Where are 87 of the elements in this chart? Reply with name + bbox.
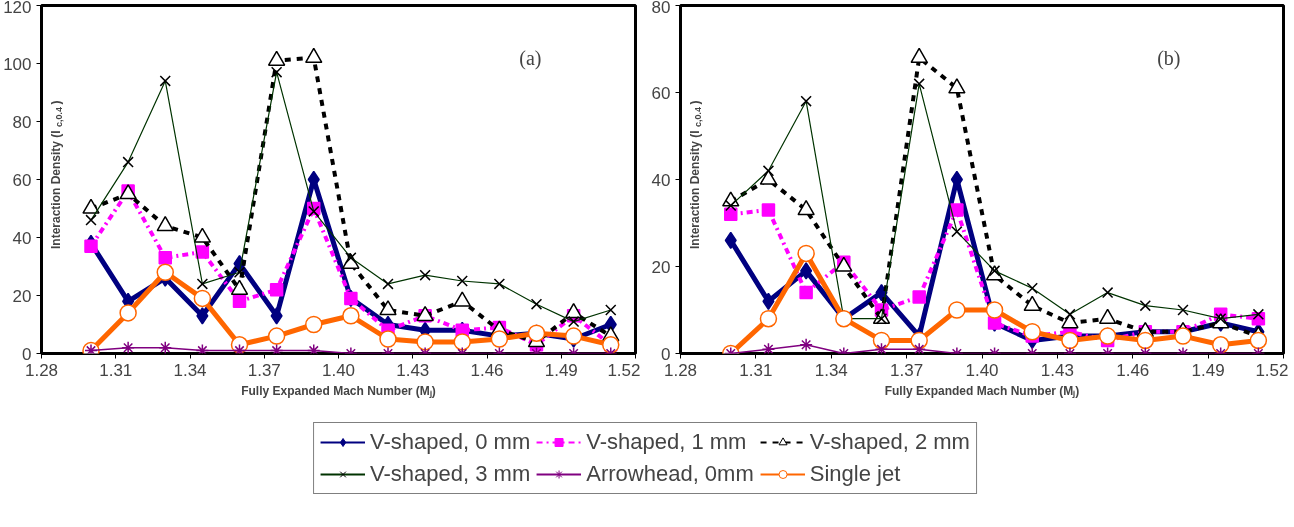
point [453, 291, 471, 307]
x-tick-label: 1.34 [173, 360, 207, 380]
x-tick-label: 1.49 [544, 360, 578, 380]
legend-label: V-shaped, 0 mm [370, 428, 531, 455]
point [1174, 327, 1192, 345]
y-tick-label: 20 [651, 257, 671, 277]
x-axis-title: Fully Expanded Mach Number (Mⱼ) [884, 383, 1080, 399]
point [379, 330, 397, 348]
point [797, 244, 815, 263]
point [379, 300, 397, 316]
x-tick-label: 1.31 [739, 360, 773, 380]
point [1061, 331, 1079, 350]
point [305, 315, 323, 334]
y-tick-label: 100 [3, 54, 32, 74]
point [195, 245, 210, 259]
point [232, 294, 247, 309]
point [1249, 331, 1268, 350]
point [912, 290, 926, 304]
y-tick-label: 120 [3, 0, 32, 17]
legend-label: V-shaped, 2 mm [809, 428, 970, 455]
x-tick-label: 1.49 [1191, 360, 1225, 380]
point [416, 305, 434, 322]
y-tick-label: 40 [651, 170, 671, 190]
point [342, 307, 360, 325]
point [800, 262, 813, 280]
annotation: (a) [519, 46, 542, 70]
point [799, 338, 813, 352]
point [84, 239, 98, 253]
y-axis-title: Interaction Density (Ic,0.4) [48, 100, 64, 249]
point [269, 343, 284, 354]
point [196, 307, 209, 325]
point [1098, 308, 1117, 325]
y-tick-label: 60 [651, 83, 671, 103]
x-tick-label: 1.46 [1116, 360, 1150, 380]
x-tick-label: 1.52 [607, 360, 641, 380]
x-tick-label: 1.31 [99, 360, 133, 380]
point [119, 304, 137, 322]
point [230, 279, 249, 296]
point [270, 307, 283, 325]
point [564, 302, 583, 319]
point [269, 282, 284, 297]
point [156, 263, 174, 282]
point [267, 327, 286, 345]
point [761, 203, 776, 217]
point [799, 285, 813, 300]
y-tick-label: 60 [12, 170, 32, 190]
y-tick-label: 80 [12, 112, 32, 132]
x-tick-label: 1.37 [247, 360, 281, 380]
x-tick-label: 1.52 [1255, 360, 1289, 380]
y-tick-label: 80 [651, 0, 671, 17]
point [232, 343, 247, 354]
point [950, 203, 964, 217]
x-axis-title: Fully Expanded Mach Number (Mⱼ) [241, 383, 436, 399]
legend-label: V-shaped, 3 mm [370, 460, 531, 487]
point [453, 333, 471, 351]
legend-label: Single jet [809, 460, 901, 487]
point [193, 289, 212, 308]
point [1211, 336, 1230, 354]
legend-label: V-shaped, 1 mm [586, 428, 747, 455]
y-axis-title: Interaction Density (Ic,0.4) [687, 100, 703, 249]
point [195, 343, 210, 354]
point [985, 301, 1004, 319]
legend-label: Arrowhead, 0mm [586, 460, 754, 487]
point [948, 301, 966, 319]
point [158, 340, 172, 354]
point [158, 251, 172, 265]
x-tick-label: 1.46 [470, 360, 504, 380]
x-tick-label: 1.43 [1040, 360, 1074, 380]
x-tick-label: 1.40 [321, 360, 356, 380]
point [416, 333, 434, 351]
annotation: (b) [1157, 46, 1181, 70]
x-tick-label: 1.37 [890, 360, 924, 380]
point [1023, 295, 1041, 312]
point [759, 309, 778, 328]
point [724, 207, 738, 222]
point [1136, 331, 1155, 350]
y-tick-label: 20 [12, 286, 32, 306]
x-tick-label: 1.34 [814, 360, 848, 380]
point [761, 342, 776, 354]
y-tick-label: 40 [12, 228, 32, 248]
point [307, 343, 321, 354]
point [121, 340, 135, 354]
point [874, 342, 889, 354]
point [1023, 323, 1041, 341]
point [912, 342, 926, 354]
x-tick-label: 1.43 [396, 360, 430, 380]
x-tick-label: 1.40 [965, 360, 999, 380]
